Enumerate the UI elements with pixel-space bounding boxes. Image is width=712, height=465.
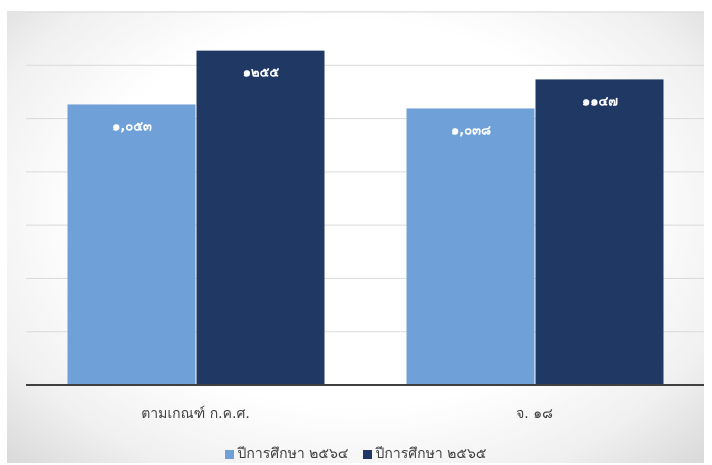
bar-2-1 <box>196 50 325 385</box>
bar-1-2 <box>406 108 535 385</box>
chart-area: ๑,๐๕๓ ๑๒๕๕ ๑,๐๓๘ ๑๑๔๗ ตามเกณฑ์ ก.ค.ศ. จ. ๑๘ … <box>7 11 704 463</box>
legend-item-series-2: ปีการศึกษา ๒๕๖๕ <box>362 443 487 465</box>
bar-2-2 <box>535 79 664 385</box>
legend-swatch-series-2 <box>362 449 372 459</box>
data-label-2-1: ๑๒๕๕ <box>243 66 280 81</box>
category-label-2: จ. ๑๘ <box>516 406 553 422</box>
category-label-1: ตามเกณฑ์ ก.ค.ศ. <box>141 405 250 422</box>
bars <box>67 50 664 385</box>
category-labels: ตามเกณฑ์ ก.ค.ศ. จ. ๑๘ <box>141 405 553 422</box>
legend-label-series-2: ปีการศึกษา ๒๕๖๕ <box>375 446 487 462</box>
data-label-1-1: ๑,๐๕๓ <box>112 119 152 134</box>
bar-1-1 <box>67 104 196 385</box>
legend-swatch-series-1 <box>224 449 234 459</box>
legend-label-series-1: ปีการศึกษา ๒๕๖๔ <box>237 446 349 462</box>
legend: ปีการศึกษา ๒๕๖๔ ปีการศึกษา ๒๕๖๕ <box>7 443 704 465</box>
data-label-2-2: ๑๑๔๗ <box>582 94 618 109</box>
data-label-1-2: ๑,๐๓๘ <box>451 123 491 138</box>
legend-item-series-1: ปีการศึกษา ๒๕๖๔ <box>224 443 349 465</box>
